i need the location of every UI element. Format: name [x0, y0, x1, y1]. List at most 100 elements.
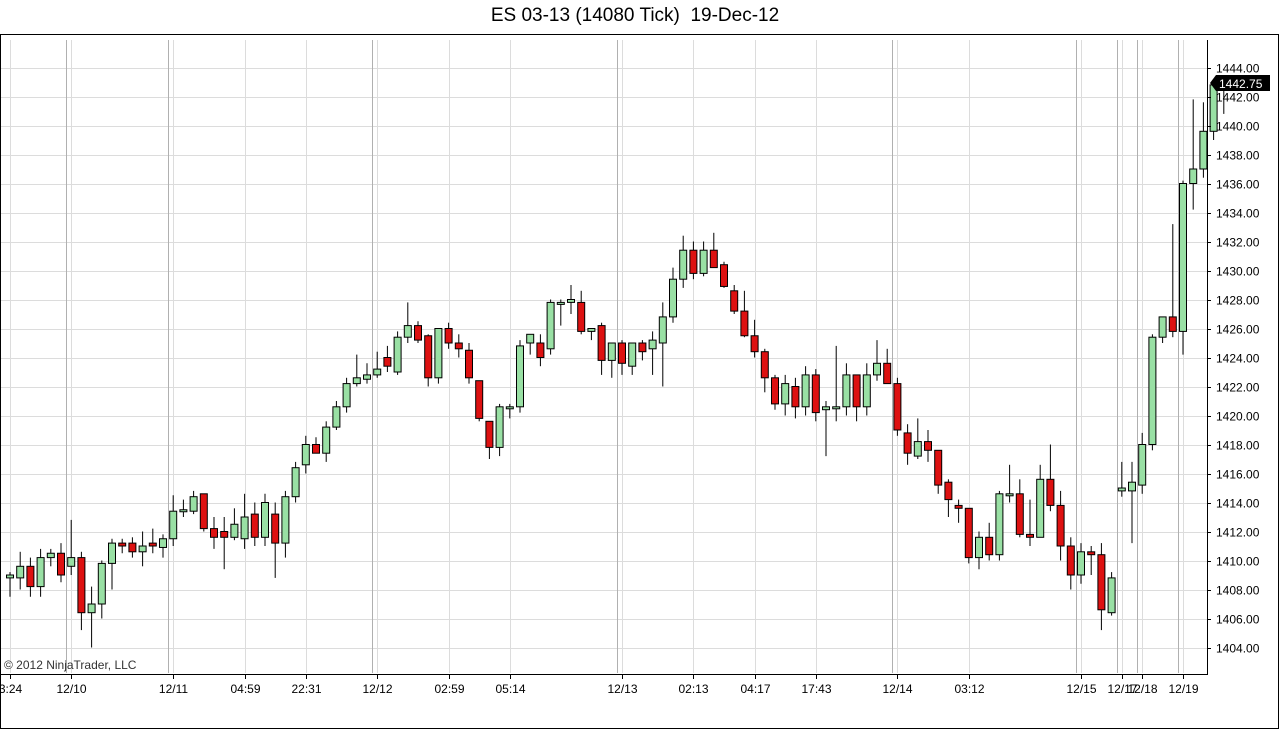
candle: [954, 499, 963, 523]
candle: [210, 517, 218, 549]
x-tick-label: 12/14: [882, 682, 912, 696]
candle: [108, 538, 116, 590]
candle: [556, 299, 565, 326]
candle-body: [669, 278, 677, 318]
candle-body: [1148, 336, 1157, 446]
candle: [832, 345, 841, 422]
candle: [1087, 546, 1096, 575]
candle: [669, 267, 677, 323]
candle-body: [250, 513, 259, 538]
candle: [87, 586, 96, 648]
candle-body: [750, 335, 759, 353]
candle-body: [495, 406, 504, 448]
candle-body: [1168, 316, 1177, 332]
y-tick-label: 1430.00: [1216, 265, 1260, 279]
candle: [495, 403, 504, 457]
candle-body: [699, 249, 708, 274]
candle-body: [628, 342, 637, 367]
y-tick-label: 1444.00: [1216, 62, 1260, 76]
candle-body: [516, 345, 524, 408]
chart-frame: [0, 34, 1279, 729]
y-tick-label: 1406.00: [1216, 613, 1260, 627]
y-tick-label: 1432.00: [1216, 236, 1260, 250]
candle-body: [944, 481, 953, 501]
candle: [179, 499, 188, 517]
candle: [383, 345, 392, 372]
candle: [373, 351, 382, 378]
candle: [893, 377, 902, 436]
candle-body: [485, 420, 494, 448]
candle: [1138, 432, 1147, 494]
candle: [1168, 224, 1177, 338]
candle-body: [873, 362, 881, 376]
candle-body: [1179, 183, 1187, 332]
candle-body: [261, 502, 269, 538]
candle-body: [169, 510, 178, 540]
session-separators: [66, 40, 1179, 673]
copyright-notice: © 2012 NinjaTrader, LLC: [4, 658, 137, 672]
candle: [1056, 490, 1065, 561]
time-axis: 3:24 12/10 12/11 04:59 22:31 12/12 02:59 05:14 1…: [0, 674, 1199, 696]
candle-body: [791, 386, 800, 408]
y-tick-label: 1404.00: [1216, 642, 1260, 656]
candle: [77, 551, 86, 631]
candle: [883, 348, 892, 385]
candle-body: [903, 432, 912, 454]
candle: [771, 374, 779, 410]
candle: [465, 343, 473, 384]
candle-body: [924, 441, 932, 451]
candle: [169, 495, 178, 546]
candle: [505, 403, 514, 419]
candle: [1128, 461, 1136, 544]
candle: [332, 401, 341, 430]
candle: [67, 519, 76, 575]
candle-body: [913, 441, 922, 457]
candle-body: [852, 374, 861, 408]
candle: [801, 366, 810, 416]
x-tick-label: 12/10: [56, 682, 86, 696]
y-tick-label: 1418.00: [1216, 439, 1260, 453]
x-tick-label: 22:31: [291, 682, 321, 696]
y-tick-label: 1414.00: [1216, 497, 1260, 511]
candle: [352, 354, 361, 387]
candle-body: [46, 552, 55, 559]
candle-body: [1158, 316, 1167, 338]
candle-body: [832, 406, 841, 410]
y-tick-label: 1428.00: [1216, 294, 1260, 308]
candle-body: [97, 562, 106, 605]
candle: [1117, 461, 1126, 497]
candle-body: [781, 383, 790, 405]
candle: [791, 377, 800, 419]
candle-body: [526, 333, 535, 344]
candle: [281, 490, 290, 558]
candle: [220, 517, 229, 570]
candle: [16, 551, 25, 590]
candle: [1005, 464, 1014, 503]
x-tick-label: 12/18: [1127, 682, 1157, 696]
candle-body: [597, 325, 606, 361]
candle-body: [720, 264, 728, 287]
candle: [567, 285, 575, 314]
candle-body: [975, 536, 983, 559]
candle-body: [16, 565, 25, 579]
candle: [750, 319, 759, 358]
y-tick-label: 1408.00: [1216, 584, 1260, 598]
candle-body: [587, 328, 596, 332]
candle-body: [26, 565, 35, 588]
candle: [699, 241, 708, 277]
chart-title: ES 03-13 (14080 Tick) 19-Dec-12: [490, 5, 780, 26]
candle-body: [934, 449, 943, 486]
candle: [475, 380, 484, 422]
candle-body: [1015, 493, 1024, 535]
candle: [322, 421, 331, 462]
x-tick-label: 12/17: [1107, 682, 1137, 696]
candle: [118, 538, 127, 554]
candle: [862, 363, 871, 416]
candle: [720, 261, 728, 288]
candle-body: [332, 406, 341, 428]
candle: [546, 299, 555, 355]
candle: [679, 235, 688, 288]
candle-body: [822, 406, 830, 411]
candle: [342, 377, 351, 413]
